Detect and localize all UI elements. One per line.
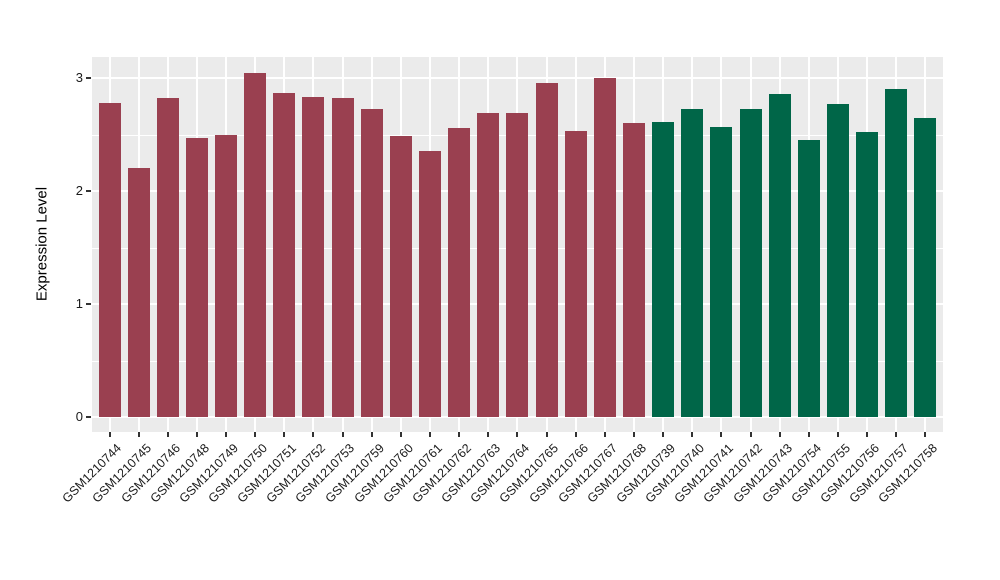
x-tick-mark <box>429 432 432 437</box>
x-tick-mark <box>633 432 636 437</box>
bar-GSM1210739 <box>652 122 675 417</box>
x-tick-mark <box>312 432 315 437</box>
bar-GSM1210740 <box>681 108 704 417</box>
x-tick-mark <box>195 432 198 437</box>
x-tick-mark <box>778 432 781 437</box>
x-tick-mark <box>166 432 169 437</box>
gridline-major <box>92 416 943 418</box>
x-tick-mark <box>662 432 665 437</box>
bar-GSM1210751 <box>273 92 296 417</box>
y-tick-mark <box>86 303 91 305</box>
bar-GSM1210765 <box>535 82 558 417</box>
y-tick-label: 0 <box>75 409 83 424</box>
bar-GSM1210752 <box>302 97 325 417</box>
bar-GSM1210763 <box>477 113 500 417</box>
bar-GSM1210756 <box>856 132 879 417</box>
x-tick-mark <box>108 432 111 437</box>
bar-GSM1210743 <box>768 93 791 417</box>
bar-GSM1210755 <box>827 103 849 417</box>
x-tick-mark <box>458 432 461 437</box>
x-tick-mark <box>837 432 839 437</box>
y-tick-mark <box>86 416 91 418</box>
x-tick-mark <box>895 432 898 437</box>
x-tick-mark <box>137 432 140 437</box>
y-tick-mark <box>86 77 91 79</box>
x-tick-mark <box>807 432 810 437</box>
x-tick-mark <box>254 432 257 437</box>
x-tick-mark <box>720 432 723 437</box>
bar-GSM1210750 <box>244 73 267 417</box>
x-tick-mark <box>283 432 286 437</box>
y-tick-label: 3 <box>75 70 83 85</box>
bar-GSM1210767 <box>593 78 616 417</box>
x-tick-mark <box>866 432 869 437</box>
bar-GSM1210741 <box>710 126 733 417</box>
y-tick-mark <box>86 190 91 192</box>
x-tick-mark <box>691 432 694 437</box>
y-axis-title: Expression Level <box>33 186 51 302</box>
bar-GSM1210749 <box>215 134 238 417</box>
bar-GSM1210766 <box>564 131 587 417</box>
x-tick-mark <box>545 432 548 437</box>
plot-panel <box>92 57 943 432</box>
bar-GSM1210761 <box>419 151 442 417</box>
x-tick-mark <box>603 432 606 437</box>
bar-GSM1210753 <box>331 98 354 417</box>
gridline-major <box>92 77 943 79</box>
bar-GSM1210759 <box>360 108 383 417</box>
y-tick-label: 2 <box>75 183 83 198</box>
bar-GSM1210762 <box>448 127 471 417</box>
x-tick-mark <box>341 432 344 437</box>
x-tick-mark <box>370 432 373 437</box>
bar-GSM1210757 <box>885 89 908 417</box>
bar-GSM1210760 <box>389 135 412 417</box>
bar-GSM1210764 <box>506 113 529 417</box>
x-tick-mark <box>487 432 490 437</box>
bar-GSM1210754 <box>797 140 820 417</box>
y-tick-label: 1 <box>75 296 83 311</box>
bar-GSM1210758 <box>914 117 937 417</box>
x-tick-mark <box>225 432 228 437</box>
bar-GSM1210746 <box>156 98 179 417</box>
x-tick-mark <box>399 432 402 437</box>
bar-GSM1210742 <box>739 108 762 417</box>
bar-GSM1210748 <box>185 137 208 417</box>
x-tick-mark <box>574 432 577 437</box>
bar-GSM1210768 <box>623 123 646 417</box>
bar-GSM1210745 <box>127 168 150 417</box>
x-tick-mark <box>749 432 752 437</box>
x-tick-mark <box>924 432 927 437</box>
bar-GSM1210744 <box>98 102 121 417</box>
x-tick-mark <box>516 432 519 437</box>
